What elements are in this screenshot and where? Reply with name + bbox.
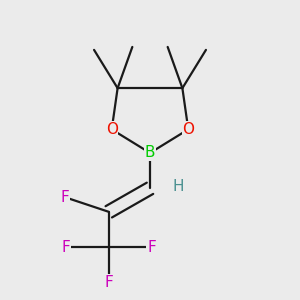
Text: F: F	[147, 240, 156, 255]
Text: F: F	[104, 275, 113, 290]
Text: O: O	[106, 122, 118, 137]
Text: O: O	[182, 122, 194, 137]
Text: H: H	[172, 179, 184, 194]
Text: F: F	[62, 240, 70, 255]
Text: F: F	[60, 190, 69, 205]
Text: B: B	[145, 146, 155, 160]
